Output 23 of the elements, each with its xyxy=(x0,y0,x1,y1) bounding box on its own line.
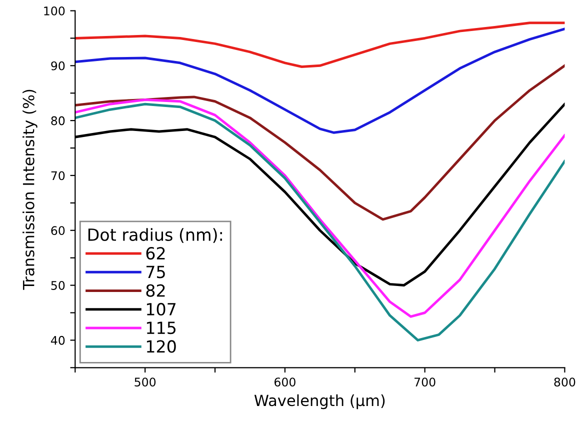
x-axis-title: Wavelength (μm) xyxy=(254,394,385,410)
line-series xyxy=(75,28,565,134)
legend-label: 82 xyxy=(146,284,165,297)
legend-label: 62 xyxy=(146,246,165,260)
line-series xyxy=(75,22,565,68)
y-tick-label: 80 xyxy=(51,116,65,126)
legend-label: 115 xyxy=(146,322,176,334)
legend-label: 107 xyxy=(146,302,176,316)
x-tick-label: 800 xyxy=(554,378,576,387)
y-tick-label: 70 xyxy=(51,171,65,180)
x-tick-label: 600 xyxy=(274,378,296,387)
y-axis-title: Transmission Intensity (%) xyxy=(22,90,38,290)
x-tick-label: 700 xyxy=(414,378,436,387)
y-tick-label: 60 xyxy=(51,226,65,236)
legend-label: 75 xyxy=(146,266,165,278)
y-tick-label: 100 xyxy=(44,6,65,16)
y-tick-label: 90 xyxy=(51,61,65,70)
y-tick-label: 40 xyxy=(50,336,65,345)
legend-label: 120 xyxy=(146,340,176,353)
legend-title: Dot radius (nm): xyxy=(88,228,222,243)
line-series xyxy=(75,64,565,221)
y-tick-label: 50 xyxy=(51,281,65,290)
x-tick-label: 500 xyxy=(134,378,156,387)
